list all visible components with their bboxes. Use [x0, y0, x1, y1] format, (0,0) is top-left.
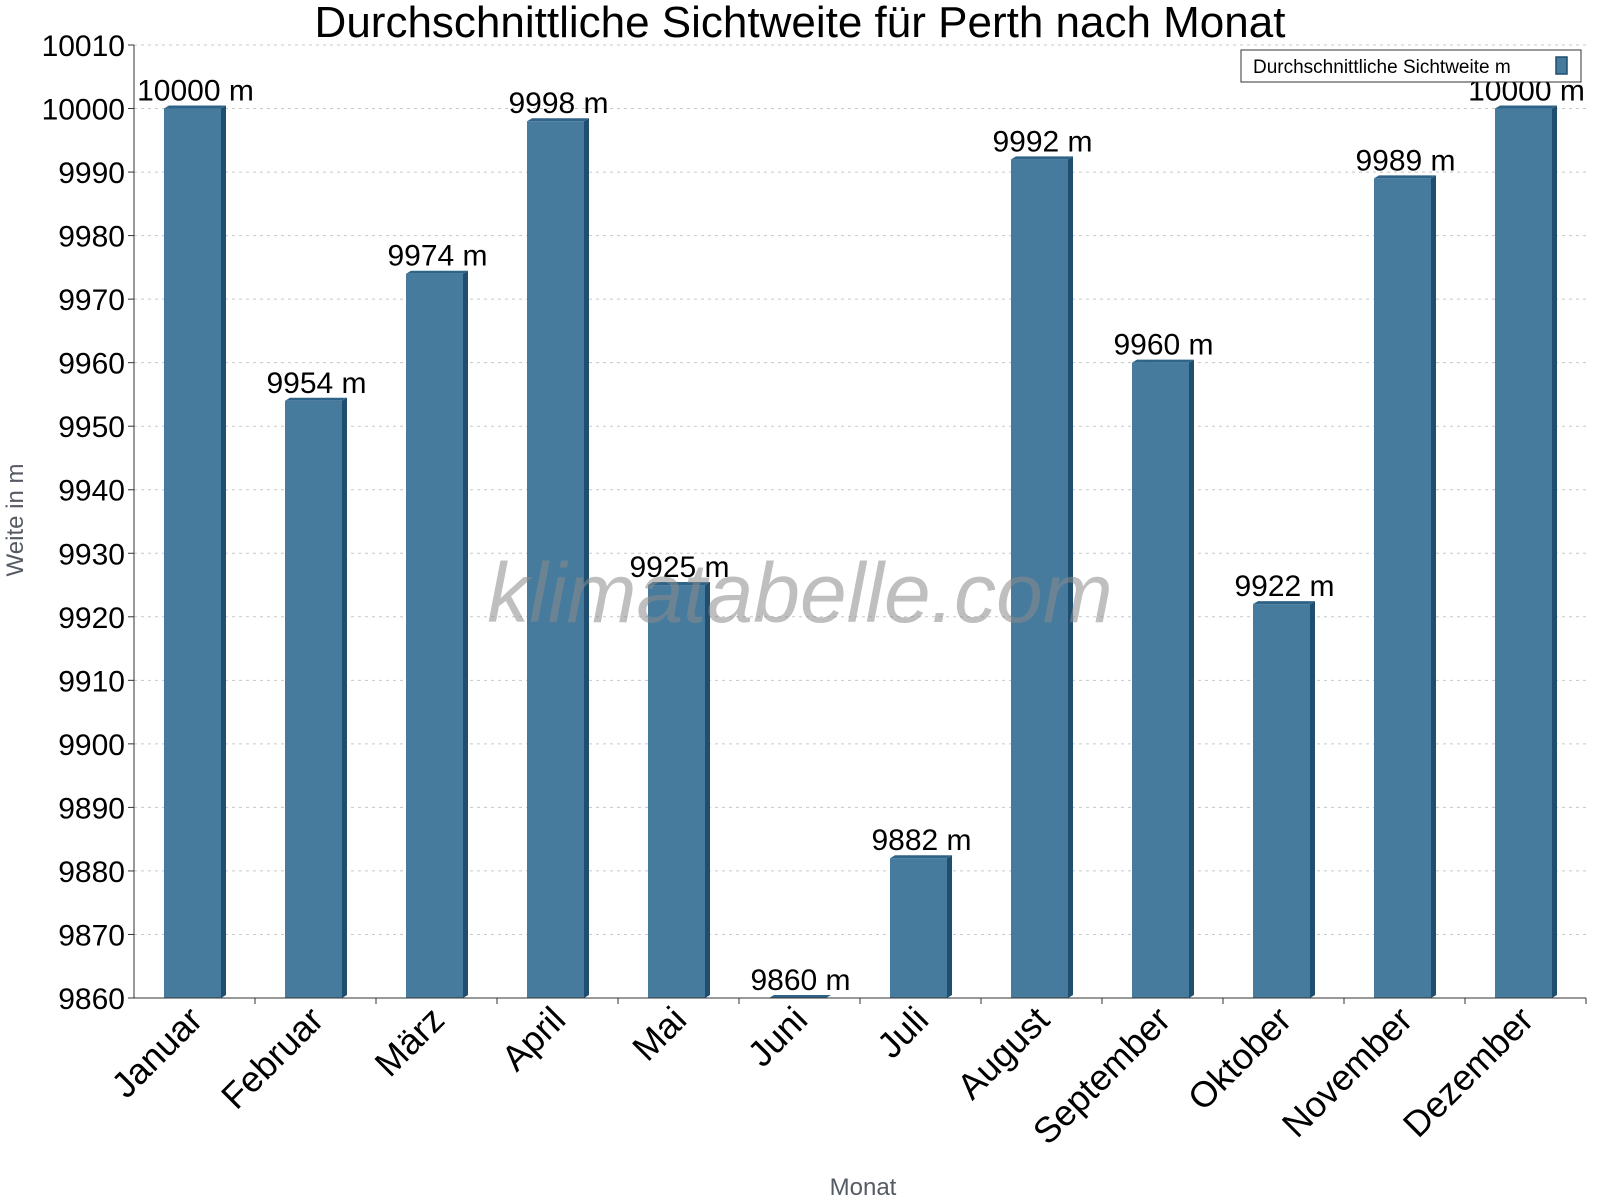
bar-top — [769, 995, 831, 998]
bar-top — [648, 582, 710, 586]
y-tick-label: 9910 — [58, 665, 125, 698]
bar — [1011, 159, 1068, 999]
y-tick-label: 9900 — [58, 729, 125, 762]
x-tick-label: Februar — [213, 999, 331, 1117]
y-tick-label: 9870 — [58, 919, 125, 952]
chart-title: Durchschnittliche Sichtweite für Perth n… — [315, 0, 1286, 47]
y-tick-label: 9920 — [58, 602, 125, 635]
value-label: 9960 m — [1113, 329, 1213, 362]
bar-side — [705, 582, 710, 998]
x-tick-label: Juli — [869, 999, 936, 1066]
bar-side — [221, 105, 226, 999]
value-label: 9860 m — [750, 964, 850, 997]
x-tick-label: November — [1274, 999, 1420, 1145]
legend-swatch — [1555, 56, 1568, 75]
legend-label: Durchschnittliche Sichtweite m — [1253, 57, 1511, 78]
bar-top — [1374, 175, 1436, 179]
x-axis-title: Monat — [830, 1174, 897, 1200]
bar-side — [1552, 105, 1557, 999]
y-tick-label: 9940 — [58, 475, 125, 508]
bar-side — [584, 118, 589, 999]
y-tick-label: 9930 — [58, 538, 125, 571]
value-label: 9882 m — [871, 824, 971, 857]
bar-side — [1431, 175, 1436, 999]
bar — [648, 585, 705, 998]
value-label: 9922 m — [1234, 570, 1334, 603]
y-tick-label: 10000 — [42, 94, 125, 127]
bar-top — [890, 855, 952, 859]
x-tick-label: Juni — [739, 999, 815, 1075]
bar-top — [1132, 359, 1194, 363]
y-tick-label: 9880 — [58, 856, 125, 889]
bar-top — [1495, 105, 1557, 109]
x-tick-label: Dezember — [1395, 999, 1541, 1145]
bar-side — [1310, 601, 1315, 998]
y-tick-label: 9960 — [58, 348, 125, 381]
bar — [890, 858, 947, 998]
bar-side — [947, 855, 952, 998]
bar — [527, 121, 584, 999]
bar — [1253, 604, 1310, 998]
bar-top — [285, 397, 347, 401]
bar-top — [1253, 601, 1315, 605]
value-label: 10000 m — [137, 75, 254, 108]
x-tick-label: März — [367, 999, 453, 1085]
value-label: 9989 m — [1355, 144, 1455, 177]
y-tick-label: 9860 — [58, 983, 125, 1016]
bar — [285, 400, 342, 999]
gridlines — [134, 44, 1586, 935]
legend-box — [1240, 49, 1582, 83]
y-tick-label: 9990 — [58, 157, 125, 190]
bar — [1132, 362, 1189, 999]
bar — [1495, 108, 1552, 999]
bar-top — [164, 105, 226, 109]
watermark: klimatabelle.com — [487, 546, 1113, 640]
bar-top — [406, 270, 468, 274]
x-tick-label: August — [949, 999, 1057, 1107]
value-label: 9992 m — [992, 125, 1092, 158]
value-label: 9954 m — [266, 367, 366, 400]
x-tick-label: April — [493, 999, 573, 1079]
x-tick-labels: Januar Februar März April Mai Juni Juli AugustS… — [103, 998, 1587, 1152]
bar-side — [1189, 359, 1194, 999]
bar-side — [342, 397, 347, 999]
bar — [406, 273, 463, 999]
x-tick-label: Mai — [624, 999, 694, 1069]
value-labels: 10000 m 9954 m 9974 m 9998 m 9925 m 9860 m 988… — [137, 75, 1585, 997]
y-tick-label: 9950 — [58, 411, 125, 444]
bar — [164, 108, 221, 999]
y-tick-label: 9970 — [58, 284, 125, 317]
bar-side — [463, 270, 468, 999]
legend: Durchschnittliche Sichtweite m — [1240, 49, 1582, 83]
y-tick-label: 9890 — [58, 792, 125, 825]
bars — [164, 105, 1557, 999]
axes — [133, 45, 1586, 999]
y-tick-label: 9980 — [58, 221, 125, 254]
bar-top — [527, 118, 589, 122]
value-label: 9925 m — [629, 551, 729, 584]
x-tick-label: Oktober — [1180, 999, 1300, 1119]
bar — [1374, 178, 1431, 999]
y-tick-labels: 9860 9870 9880 9890 9900 9910 9920 9930 9940 9950… — [42, 30, 134, 1016]
y-tick-label: 10010 — [42, 30, 125, 63]
value-label: 9974 m — [387, 240, 487, 273]
bar-top — [1011, 156, 1073, 160]
value-label: 9998 m — [508, 87, 608, 120]
bar-side — [1068, 156, 1073, 999]
y-axis-title: Weite in m — [2, 464, 29, 577]
